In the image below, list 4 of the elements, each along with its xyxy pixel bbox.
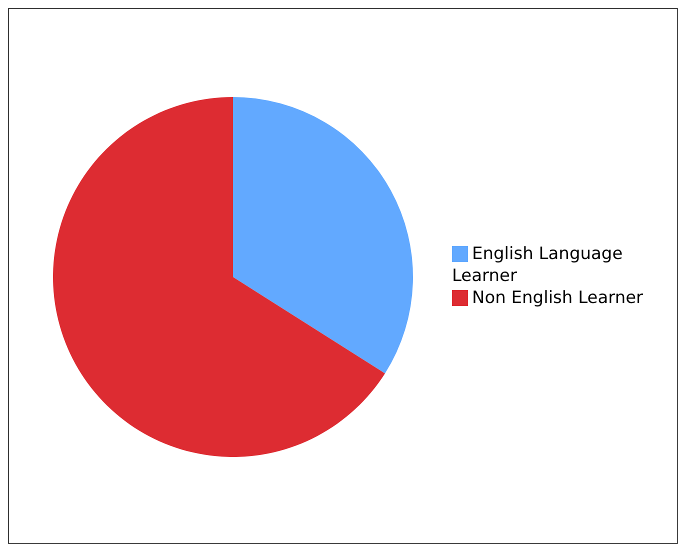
legend-label: English Language Learner <box>452 244 623 286</box>
legend-label: Non English Learner <box>472 288 644 308</box>
pie-slice <box>233 97 413 374</box>
pie-slice <box>53 97 385 457</box>
